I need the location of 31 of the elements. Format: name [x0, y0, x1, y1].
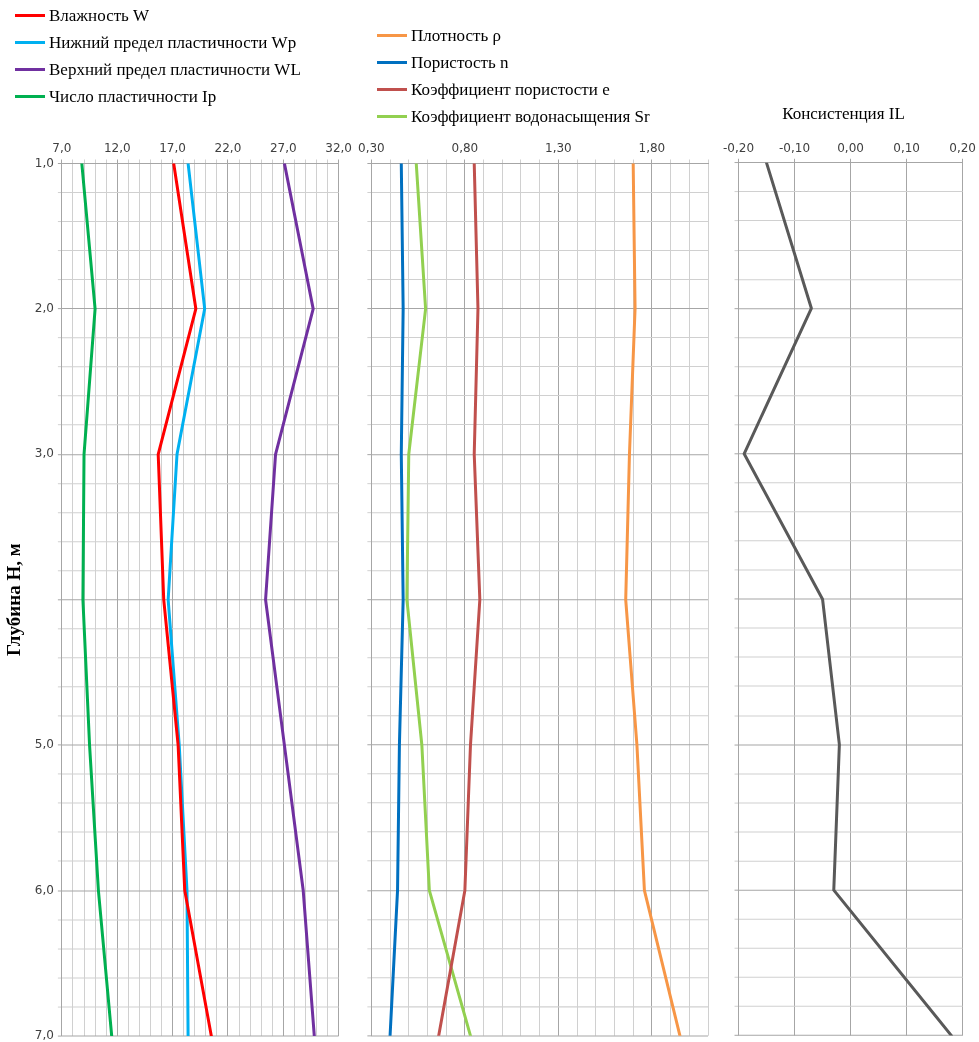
x-tick-label: 0,10 [893, 140, 920, 155]
y-tick-label: 6,0 [34, 882, 54, 897]
x-tick-label: 7,0 [52, 140, 72, 155]
x-tick-label: -0,10 [779, 140, 811, 155]
x-tick-label: 12,0 [103, 140, 131, 155]
y-tick-label: 7,0 [34, 1027, 54, 1042]
x-tick-label: 17,0 [159, 140, 186, 155]
y-tick-label: 2,0 [34, 300, 54, 315]
legend-label: Влажность W [49, 5, 150, 26]
legend-label: Нижний предел пластичности Wp [49, 32, 297, 53]
x-tick-label: 27,0 [269, 140, 297, 155]
x-tick-label: 1,80 [638, 140, 666, 155]
y-tick-label: 5,0 [34, 736, 54, 751]
legend-label: Коэффициент водонасыщения Sr [411, 106, 650, 127]
y-tick-label: 1,0 [34, 155, 54, 170]
legend-label: Коэффициент пористости e [411, 79, 610, 100]
x-tick-label: 1,30 [545, 140, 572, 155]
x-tick-label: 0,00 [837, 140, 864, 155]
x-tick-label: 0,30 [358, 140, 385, 155]
legend-label: Верхний предел пластичности WL [49, 59, 301, 80]
chart-title: Консистенция IL [782, 103, 905, 123]
legend-label: Пористость n [411, 52, 509, 73]
x-tick-label: 0,20 [949, 140, 976, 155]
y-tick-label: 3,0 [34, 445, 54, 460]
x-tick-label: 0,80 [451, 140, 479, 155]
x-tick-label: 32,0 [325, 140, 352, 155]
legend-label: Плотность ρ [411, 25, 501, 46]
legend-label: Число пластичности Ip [49, 86, 217, 107]
x-tick-label: 22,0 [214, 140, 242, 155]
x-tick-label: -0,20 [723, 140, 755, 155]
y-axis-title: Глубина Н, м [3, 542, 25, 656]
